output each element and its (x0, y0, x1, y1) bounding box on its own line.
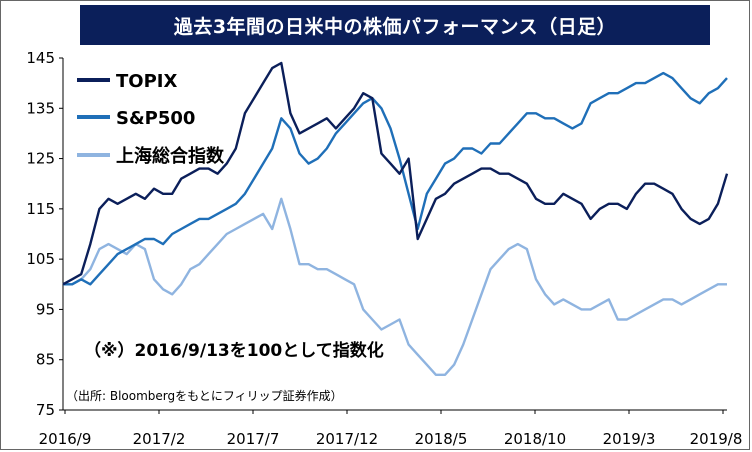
x-tick-label: 2017/7 (227, 430, 280, 448)
series-line-topix (62, 61, 729, 286)
legend-item-shanghai: 上海総合指数 (77, 145, 225, 167)
y-tick-label: 105 (26, 250, 55, 268)
legend: TOPIX S&P500 上海総合指数 (77, 71, 225, 167)
legend-item-topix: TOPIX (77, 71, 177, 92)
legend-label-shanghai: 上海総合指数 (116, 145, 225, 167)
series-lines (62, 61, 729, 376)
x-tick-labels: 2016/9 2017/2 2017/7 2017/12 2018/5 2018/10 20… (39, 410, 743, 448)
legend-item-sp500: S&P500 (77, 108, 195, 129)
index-note: （※）2016/9/13を100として指数化 (84, 340, 384, 361)
legend-label-topix: TOPIX (116, 71, 177, 92)
x-tick-label: 2018/5 (415, 430, 468, 448)
y-tick-label: 95 (36, 300, 55, 318)
x-tick-label: 2019/3 (603, 430, 656, 448)
x-tick-label: 2018/10 (504, 430, 566, 448)
y-tick-label: 115 (26, 200, 55, 218)
y-tick-label: 75 (36, 401, 55, 419)
y-tick-label: 145 (26, 49, 55, 67)
chart-title: 過去3年間の日米中の株価パフォーマンス（日足） (80, 5, 710, 45)
y-tick-label: 125 (26, 150, 55, 168)
legend-label-sp500: S&P500 (116, 108, 195, 129)
y-tick-label: 135 (26, 99, 55, 117)
y-tick-label: 85 (36, 351, 55, 369)
x-tick-label: 2017/2 (133, 430, 186, 448)
series-line-sp500 (63, 71, 728, 286)
x-tick-label: 2016/9 (39, 430, 92, 448)
y-tick-labels: 145 135 125 115 105 95 85 75 (26, 49, 63, 419)
x-tick-label: 2019/8 (690, 430, 743, 448)
x-tick-label: 2017/12 (316, 430, 378, 448)
series-line-shanghai (63, 197, 727, 376)
axes (62, 58, 727, 411)
source-note: （出所: Bloombergをもとにフィリップ証券作成） (66, 388, 343, 403)
